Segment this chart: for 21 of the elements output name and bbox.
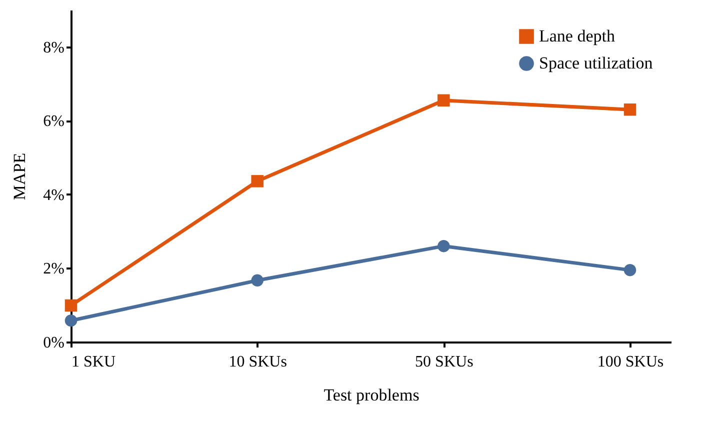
point bbox=[251, 175, 264, 188]
y-tick-label: 2% bbox=[43, 260, 64, 278]
x-tick-label: 100 SKUs bbox=[597, 354, 664, 370]
x-tick-label: 1 SKU bbox=[72, 354, 116, 370]
point bbox=[64, 299, 78, 312]
legend-label: Space utilization bbox=[539, 54, 654, 72]
y-tick-label: 8% bbox=[43, 39, 64, 56]
y-axis-title: MAPE bbox=[10, 152, 30, 200]
x-tick-label: 10 SKUs bbox=[228, 354, 287, 370]
y-tick-label: 0% bbox=[43, 334, 64, 352]
y-tick-label: 4% bbox=[43, 186, 64, 204]
y-tick-label: 6% bbox=[43, 113, 64, 130]
legend-label: Lane depth bbox=[539, 26, 616, 46]
point bbox=[438, 94, 450, 106]
point bbox=[64, 314, 78, 327]
x-tick-label: 50 SKUs bbox=[415, 354, 474, 370]
point bbox=[624, 103, 636, 116]
point bbox=[251, 274, 264, 287]
point bbox=[624, 264, 636, 276]
point bbox=[438, 240, 450, 252]
x-axis-title: Test problems bbox=[324, 386, 420, 404]
